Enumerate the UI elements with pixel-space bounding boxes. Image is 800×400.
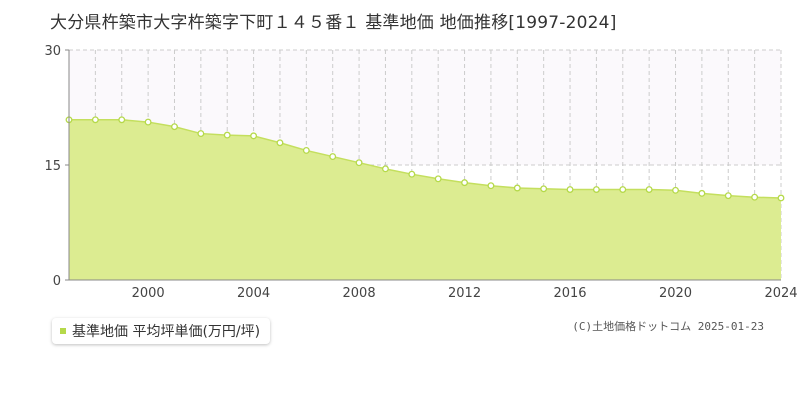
y-tick-label: 15 [44,159,61,174]
data-point [223,131,231,139]
x-tick-label: 2020 [659,286,692,301]
x-tick-label: 2000 [132,286,165,301]
data-point [171,123,178,131]
data-point [592,186,600,193]
data-point [487,182,495,190]
data-point [118,116,126,124]
data-point [302,146,310,154]
data-point [566,186,574,193]
x-tick-label: 2008 [343,286,376,301]
data-point [540,185,548,193]
data-point [250,132,258,140]
data-point [751,193,759,201]
data-point [645,186,653,193]
data-point [724,192,732,200]
legend-label: 基準地価 平均坪単価(万円/坪) [72,324,261,340]
series-line [69,119,782,199]
data-point [408,170,416,178]
series-points [65,116,785,202]
data-point [698,189,706,197]
x-axis-ticks: 2000 2004 2008 2012 2016 2020 2024 [132,286,798,301]
data-point [329,153,337,161]
data-point [276,139,284,147]
x-tick-label: 2004 [237,286,270,301]
data-point [513,184,521,192]
y-tick-label: 0 [53,274,61,289]
data-point [461,179,469,187]
data-point [197,130,205,138]
x-tick-label: 2016 [553,286,586,301]
y-axis-ticks: 0 15 30 [44,44,69,289]
x-tick-label: 2024 [764,286,797,301]
data-point [381,165,389,173]
data-point [91,116,99,124]
credit-text: (C)土地価格ドットコム 2025-01-23 [572,320,764,333]
data-point [672,186,679,194]
data-point [777,194,785,202]
data-point [434,175,442,183]
legend-swatch [60,328,66,334]
data-point [355,159,363,167]
y-tick-label: 30 [44,44,61,59]
data-point [144,118,152,126]
chart-title: 大分県杵築市大字杵築字下町１４５番１ 基準地価 地価推移[1997-2024] [50,13,617,33]
x-tick-label: 2012 [448,286,481,301]
legend: 基準地価 平均坪単価(万円/坪) [52,318,271,344]
data-point [619,186,627,193]
series-area [69,119,781,281]
